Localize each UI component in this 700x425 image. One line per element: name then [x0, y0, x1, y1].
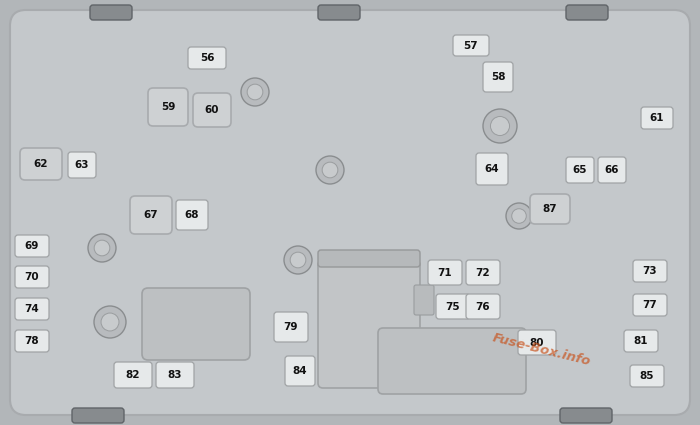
- FancyBboxPatch shape: [414, 285, 434, 315]
- FancyBboxPatch shape: [566, 157, 594, 183]
- FancyBboxPatch shape: [483, 62, 513, 92]
- Circle shape: [241, 78, 269, 106]
- FancyBboxPatch shape: [15, 298, 49, 320]
- FancyBboxPatch shape: [114, 362, 152, 388]
- Text: 59: 59: [161, 102, 175, 112]
- FancyBboxPatch shape: [130, 196, 172, 234]
- FancyBboxPatch shape: [318, 5, 360, 20]
- Text: 81: 81: [634, 336, 648, 346]
- Circle shape: [483, 109, 517, 143]
- Text: 75: 75: [446, 301, 461, 312]
- FancyBboxPatch shape: [90, 5, 132, 20]
- Text: 79: 79: [284, 322, 298, 332]
- Circle shape: [247, 84, 262, 100]
- FancyBboxPatch shape: [633, 294, 667, 316]
- FancyBboxPatch shape: [274, 312, 308, 342]
- Text: 56: 56: [199, 53, 214, 63]
- FancyBboxPatch shape: [630, 365, 664, 387]
- Text: 72: 72: [476, 267, 490, 278]
- Text: 76: 76: [476, 301, 490, 312]
- Circle shape: [316, 156, 344, 184]
- Circle shape: [94, 240, 110, 256]
- Text: 62: 62: [34, 159, 48, 169]
- FancyBboxPatch shape: [466, 294, 500, 319]
- FancyBboxPatch shape: [641, 107, 673, 129]
- Circle shape: [94, 306, 126, 338]
- FancyBboxPatch shape: [318, 250, 420, 267]
- Circle shape: [506, 203, 532, 229]
- FancyBboxPatch shape: [566, 5, 608, 20]
- Text: 70: 70: [25, 272, 39, 282]
- FancyBboxPatch shape: [148, 88, 188, 126]
- FancyBboxPatch shape: [428, 260, 462, 285]
- FancyBboxPatch shape: [20, 148, 62, 180]
- Text: Fuse-Box.info: Fuse-Box.info: [491, 332, 593, 368]
- Circle shape: [491, 116, 510, 136]
- Text: 83: 83: [168, 370, 182, 380]
- Text: 80: 80: [530, 337, 545, 348]
- Text: 84: 84: [293, 366, 307, 376]
- Text: 57: 57: [463, 40, 478, 51]
- Circle shape: [88, 234, 116, 262]
- Text: 58: 58: [491, 72, 505, 82]
- Circle shape: [284, 246, 312, 274]
- FancyBboxPatch shape: [318, 260, 420, 388]
- Text: 87: 87: [542, 204, 557, 214]
- Text: 65: 65: [573, 165, 587, 175]
- FancyBboxPatch shape: [560, 408, 612, 423]
- Text: 69: 69: [25, 241, 39, 251]
- Text: 78: 78: [25, 336, 39, 346]
- FancyBboxPatch shape: [518, 330, 556, 355]
- Text: 85: 85: [640, 371, 655, 381]
- Text: 71: 71: [438, 267, 452, 278]
- Text: 63: 63: [75, 160, 90, 170]
- Circle shape: [512, 209, 526, 223]
- FancyBboxPatch shape: [530, 194, 570, 224]
- FancyBboxPatch shape: [624, 330, 658, 352]
- FancyBboxPatch shape: [476, 153, 508, 185]
- FancyBboxPatch shape: [142, 288, 250, 360]
- Text: 82: 82: [126, 370, 140, 380]
- FancyBboxPatch shape: [10, 10, 690, 415]
- FancyBboxPatch shape: [193, 93, 231, 127]
- FancyBboxPatch shape: [15, 266, 49, 288]
- FancyBboxPatch shape: [378, 328, 526, 394]
- FancyBboxPatch shape: [466, 260, 500, 285]
- FancyBboxPatch shape: [156, 362, 194, 388]
- FancyBboxPatch shape: [72, 408, 124, 423]
- Text: 66: 66: [605, 165, 620, 175]
- Text: 74: 74: [25, 304, 39, 314]
- FancyBboxPatch shape: [633, 260, 667, 282]
- Text: 67: 67: [144, 210, 158, 220]
- FancyBboxPatch shape: [285, 356, 315, 386]
- Text: 77: 77: [643, 300, 657, 310]
- FancyBboxPatch shape: [68, 152, 96, 178]
- Circle shape: [290, 252, 306, 268]
- FancyBboxPatch shape: [176, 200, 208, 230]
- FancyBboxPatch shape: [15, 235, 49, 257]
- Text: 64: 64: [484, 164, 499, 174]
- FancyBboxPatch shape: [453, 35, 489, 56]
- FancyBboxPatch shape: [598, 157, 626, 183]
- Circle shape: [101, 313, 119, 331]
- FancyBboxPatch shape: [436, 294, 470, 319]
- Text: 73: 73: [643, 266, 657, 276]
- FancyBboxPatch shape: [15, 330, 49, 352]
- FancyBboxPatch shape: [188, 47, 226, 69]
- Text: 61: 61: [650, 113, 664, 123]
- Text: 60: 60: [204, 105, 219, 115]
- Text: 68: 68: [185, 210, 200, 220]
- Circle shape: [322, 162, 338, 178]
